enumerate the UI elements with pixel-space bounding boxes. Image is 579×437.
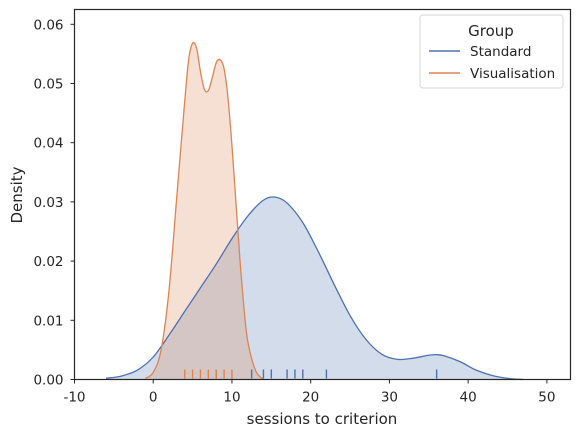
density-line-visualisation [144,41,264,380]
x-tick-label: 30 [381,390,398,406]
density-area-visualisation [145,42,264,380]
y-tick-label: 0.01 [33,313,63,329]
y-tick-label: 0.05 [33,77,63,93]
plot-frame [73,8,572,381]
x-tick-label: 50 [538,390,555,406]
legend-label-visualisation: Visualisation [470,66,555,82]
y-tick-label: 0.04 [33,136,63,152]
legend-label-standard: Standard [470,44,531,60]
y-axis-label: Density [8,166,26,223]
y-tick-label: 0.03 [33,195,63,211]
density-line-standard [105,196,524,381]
x-tick-label: 20 [302,390,319,406]
x-tick-label: -10 [63,390,85,406]
x-tick-label: 40 [460,390,477,406]
x-tick-label: 0 [149,390,158,406]
y-tick-label: 0.00 [33,373,63,389]
y-tick-label: 0.02 [33,254,63,270]
legend-title: Group [468,22,514,40]
x-axis-label: sessions to criterion [247,410,398,428]
legend: Group Standard Visualisation [419,14,564,89]
x-tick-label: 10 [223,390,240,406]
legend-box [419,14,564,89]
y-tick-label: 0.06 [33,17,63,33]
density-area-standard [105,196,524,380]
